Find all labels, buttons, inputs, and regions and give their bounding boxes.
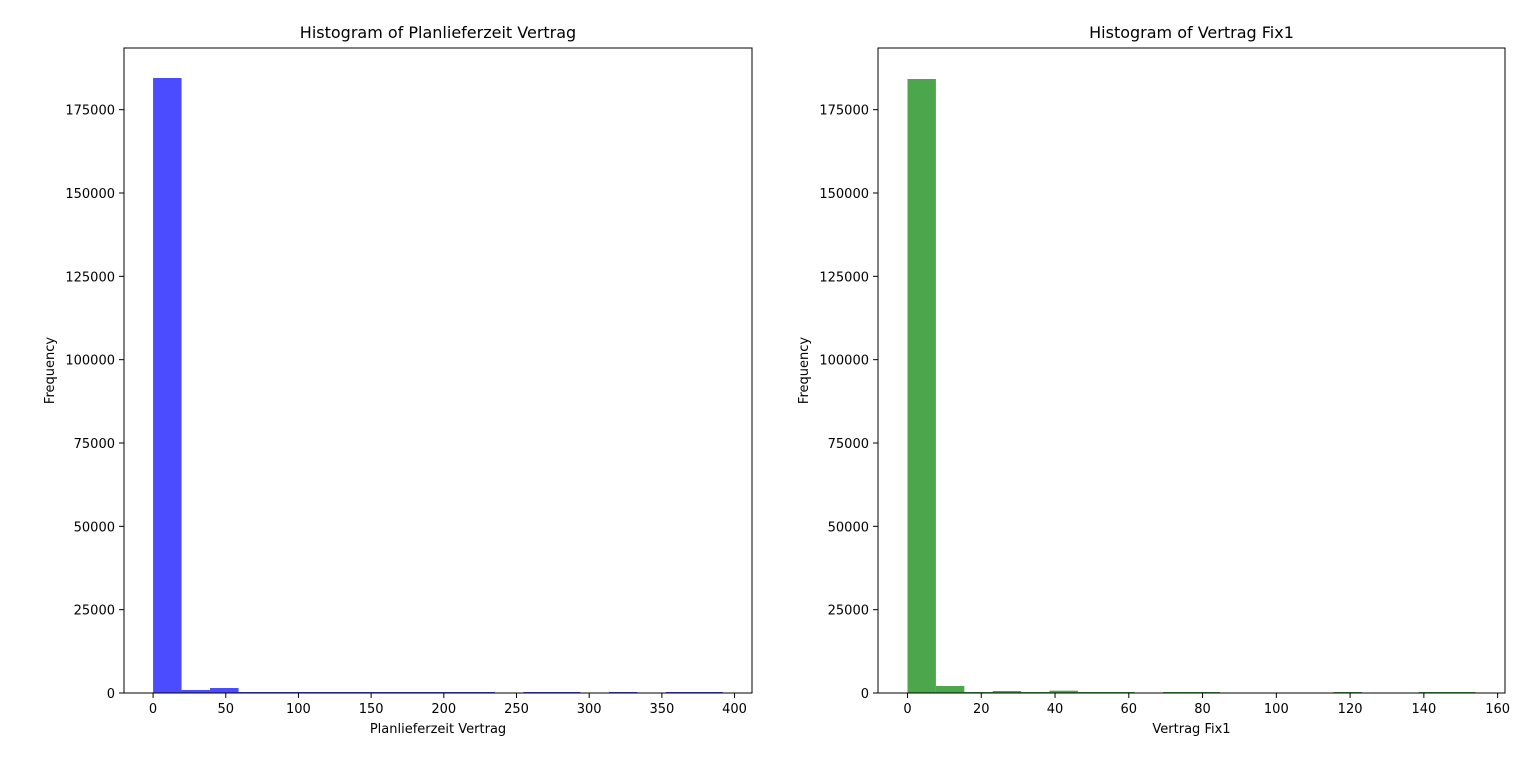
vertrag-fix1-x-tick-label-0: 0: [903, 702, 911, 717]
planlieferzeit-y-tick-label-0: 0: [107, 687, 115, 702]
vertrag-fix1-x-tick-label-6: 120: [1338, 702, 1363, 717]
vertrag-fix1-bar-1: [935, 686, 965, 693]
histogram-panel-planlieferzeit: 0 50 100 150 200 250 300 350 400 0 25000 50000 75000…: [43, 23, 753, 737]
vertrag-fix1-x-tick-label-3: 60: [1121, 702, 1138, 717]
vertrag-fix1-x-tick-label-4: 80: [1194, 702, 1211, 717]
histogram-panel-vertrag-fix1: 0 20 40 60 80 100 120 140 160 0 25000 50000 75000 100…: [797, 23, 1510, 737]
vertrag-fix1-axes-frame: [877, 47, 1506, 694]
vertrag-fix1-y-tick-label-7: 175000: [819, 104, 869, 119]
planlieferzeit-y-tick-label-4: 100000: [65, 354, 115, 369]
vertrag-fix1-x-tick-label-5: 100: [1264, 702, 1289, 717]
planlieferzeit-y-tick-label-7: 175000: [65, 104, 115, 119]
vertrag-fix1-x-tick-label-2: 40: [1047, 702, 1064, 717]
vertrag-fix1-y-tick-label-2: 50000: [828, 520, 869, 535]
vertrag-fix1-y-tick-label-0: 0: [861, 687, 869, 702]
vertrag-fix1-y-tick-label-3: 75000: [828, 437, 869, 452]
vertrag-fix1-bar-0: [907, 79, 936, 693]
planlieferzeit-y-axis-label: Frequency: [43, 337, 58, 404]
planlieferzeit-x-tick-label-5: 250: [504, 702, 529, 717]
vertrag-fix1-y-tick-label-6: 150000: [819, 187, 869, 202]
planlieferzeit-bar-2: [210, 688, 239, 693]
planlieferzeit-y-tick-label-6: 150000: [65, 187, 115, 202]
planlieferzeit-x-tick-label-2: 100: [286, 702, 311, 717]
planlieferzeit-bar-1: [181, 690, 211, 693]
vertrag-fix1-x-axis-label: Vertrag Fix1: [1152, 722, 1230, 737]
vertrag-fix1-y-axis-label: Frequency: [797, 337, 812, 404]
vertrag-fix1-x-tick-label-7: 140: [1411, 702, 1436, 717]
planlieferzeit-y-tick-label-1: 25000: [74, 604, 115, 619]
vertrag-fix1-bar-3: [992, 691, 1022, 693]
planlieferzeit-x-tick-label-3: 150: [359, 702, 384, 717]
planlieferzeit-y-tick-label-2: 50000: [74, 520, 115, 535]
planlieferzeit-y-tick-label-5: 125000: [65, 270, 115, 285]
planlieferzeit-axes-frame: [123, 47, 753, 694]
vertrag-fix1-y-tick-label-4: 100000: [819, 354, 869, 369]
planlieferzeit-chart-title: Histogram of Planlieferzeit Vertrag: [300, 23, 576, 42]
vertrag-fix1-x-tick-label-8: 160: [1485, 702, 1510, 717]
planlieferzeit-x-axis-label: Planlieferzeit Vertrag: [370, 722, 506, 737]
planlieferzeit-bar-0: [153, 78, 182, 693]
planlieferzeit-x-tick-label-4: 200: [431, 702, 456, 717]
planlieferzeit-x-tick-label-1: 50: [217, 702, 234, 717]
vertrag-fix1-y-tick-label-1: 25000: [828, 604, 869, 619]
planlieferzeit-x-tick-label-8: 400: [722, 702, 747, 717]
planlieferzeit-y-tick-label-3: 75000: [74, 437, 115, 452]
planlieferzeit-x-tick-label-7: 350: [649, 702, 674, 717]
vertrag-fix1-bar-5: [1049, 690, 1078, 693]
vertrag-fix1-y-tick-label-5: 125000: [819, 270, 869, 285]
vertrag-fix1-chart-title: Histogram of Vertrag Fix1: [1089, 23, 1294, 42]
vertrag-fix1-x-tick-label-1: 20: [973, 702, 990, 717]
planlieferzeit-x-tick-label-6: 300: [577, 702, 602, 717]
planlieferzeit-x-tick-label-0: 0: [149, 702, 157, 717]
